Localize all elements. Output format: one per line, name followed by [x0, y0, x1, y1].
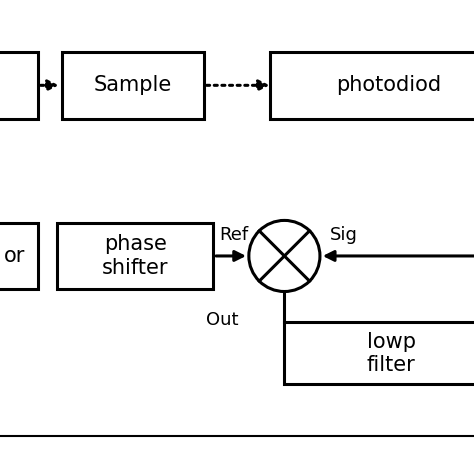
Text: phase
shifter: phase shifter	[102, 234, 168, 278]
Text: Out: Out	[206, 311, 239, 329]
FancyBboxPatch shape	[0, 223, 38, 289]
FancyBboxPatch shape	[62, 52, 204, 118]
Text: lowp
filter: lowp filter	[366, 331, 416, 375]
Text: or: or	[3, 246, 25, 266]
FancyBboxPatch shape	[57, 223, 213, 289]
Text: Ref: Ref	[219, 226, 248, 244]
Text: photodiod: photodiod	[336, 75, 441, 95]
FancyBboxPatch shape	[284, 322, 474, 384]
FancyBboxPatch shape	[270, 52, 474, 118]
Text: Sample: Sample	[93, 75, 172, 95]
Text: Sig: Sig	[329, 226, 357, 244]
FancyBboxPatch shape	[0, 52, 38, 118]
